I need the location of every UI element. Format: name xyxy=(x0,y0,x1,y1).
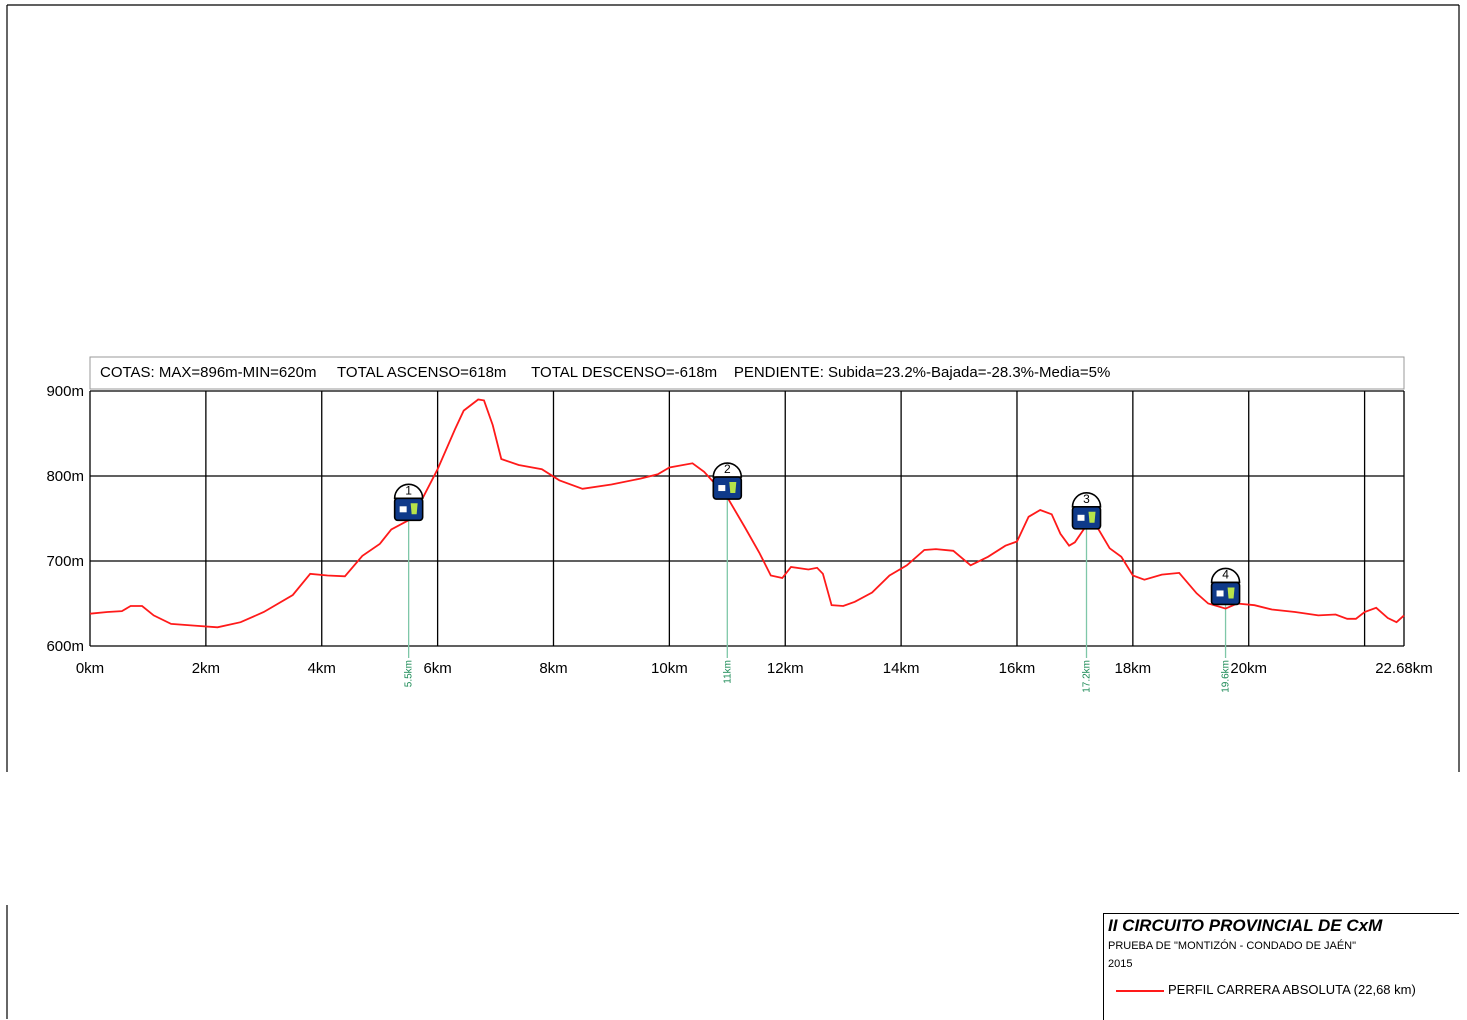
waypoint-marker-4: 4 xyxy=(1210,567,1241,606)
x-tick-label: 4km xyxy=(308,660,336,677)
stats-cotas: COTAS: MAX=896m-MIN=620m xyxy=(100,364,317,381)
food-icon xyxy=(399,506,407,513)
drink-icon xyxy=(1088,511,1096,523)
y-tick-label: 600m xyxy=(46,638,84,655)
legend-subtitle: PRUEBA DE "MONTIZÓN - CONDADO DE JAÉN" xyxy=(1108,940,1356,952)
x-tick-label: 2km xyxy=(192,660,220,677)
legend-year: 2015 xyxy=(1108,958,1133,970)
x-tick-label: 16km xyxy=(999,660,1036,677)
stats-text: COTAS: MAX=896m-MIN=620m TOTAL ASCENSO=6… xyxy=(100,364,1110,381)
waypoint-km-label: 17.2km xyxy=(1082,660,1093,693)
legend-box: II CIRCUITO PROVINCIAL DE CxM PRUEBA DE … xyxy=(1103,913,1459,1020)
waypoint-km-label: 11km xyxy=(722,660,733,684)
waypoint-number: 4 xyxy=(1222,567,1229,581)
drink-icon xyxy=(1227,587,1235,599)
waypoint-marker-1: 1 xyxy=(393,483,424,522)
waypoint-badge xyxy=(1071,492,1102,508)
x-tick-label: 18km xyxy=(1115,660,1152,677)
y-tick-label: 700m xyxy=(46,553,84,570)
stats-ascenso: TOTAL ASCENSO=618m xyxy=(337,364,507,381)
aid-station-icon xyxy=(1071,505,1102,530)
food-icon xyxy=(1216,590,1224,597)
legend-swatch xyxy=(1116,990,1164,992)
legend-entry: PERFIL CARRERA ABSOLUTA (22,68 km) xyxy=(1168,982,1416,997)
food-icon xyxy=(718,485,726,492)
x-tick-label: 6km xyxy=(423,660,451,677)
elevation-profile-line xyxy=(89,398,1405,629)
aid-station-icon xyxy=(393,497,424,522)
waypoint-marker-3: 3 xyxy=(1071,492,1102,530)
waypoint-marker-2: 2 xyxy=(712,462,743,500)
waypoint-markers: 1 2 3 4 xyxy=(393,462,1241,606)
y-tick-label: 800m xyxy=(46,468,84,485)
stats-pendiente: PENDIENTE: Subida=23.2%-Bajada=-28.3%-Me… xyxy=(733,364,1111,381)
waypoint-badge xyxy=(712,462,743,478)
drink-icon xyxy=(410,503,418,515)
drink-icon xyxy=(729,482,737,494)
x-tick-label: 8km xyxy=(539,660,567,677)
x-tick-label: 20km xyxy=(1230,660,1267,677)
waypoint-number: 1 xyxy=(405,483,412,497)
x-tick-label: 14km xyxy=(883,660,920,677)
food-icon xyxy=(1077,514,1085,521)
stats-descenso: TOTAL DESCENSO=-618m xyxy=(531,364,718,381)
x-tick-label: 0km xyxy=(76,660,104,677)
x-tick-label: 22.68km xyxy=(1375,660,1433,677)
waypoint-km-label: 5.5km xyxy=(404,660,415,687)
waypoint-number: 3 xyxy=(1083,492,1090,506)
waypoint-km-label: 19.6km xyxy=(1221,660,1232,693)
stats-box xyxy=(89,356,1405,390)
waypoint-badge xyxy=(393,483,424,500)
waypoint-number: 2 xyxy=(724,462,731,476)
aid-station-icon xyxy=(1210,581,1241,606)
chart-grid xyxy=(89,390,1405,647)
x-tick-label: 12km xyxy=(767,660,804,677)
waypoint-lines: 5.5km 11km 17.2km 19.6km xyxy=(404,499,1232,693)
aid-station-icon xyxy=(712,476,743,500)
legend-title: II CIRCUITO PROVINCIAL DE CxM xyxy=(1108,916,1383,935)
x-axis-labels: 0km 2km 4km 6km 8km 10km 12km 14km 16km 18km 20km 2… xyxy=(76,660,1433,677)
y-tick-label: 900m xyxy=(46,383,84,400)
waypoint-badge xyxy=(1210,567,1241,584)
x-tick-label: 10km xyxy=(651,660,688,677)
y-axis-labels: 600m 700m 800m 900m xyxy=(46,383,84,655)
